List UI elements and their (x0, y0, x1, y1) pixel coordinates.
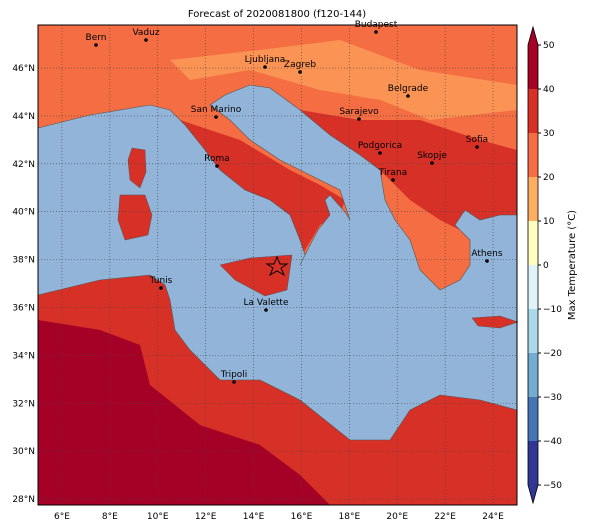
colorbar-tick-label: −10 (543, 305, 562, 315)
y-tick-label: 40°N (12, 208, 35, 218)
sicily (219, 254, 293, 297)
city-dot (232, 380, 236, 384)
city-label: Tunis (149, 276, 173, 286)
x-tick-label: 14°E (243, 512, 265, 522)
colorbar-band (528, 133, 538, 177)
y-tick-label: 42°N (12, 160, 35, 170)
city-dot (263, 65, 267, 69)
colorbar-tick-label: 30 (543, 129, 555, 139)
y-tick-label: 34°N (12, 351, 35, 361)
colorbar-tick-label: 20 (543, 173, 555, 183)
city-dot (406, 94, 410, 98)
y-tick-label: 44°N (12, 112, 35, 122)
colorbar-tick-label: 50 (543, 41, 555, 51)
city-label: Bern (86, 33, 107, 43)
city-dot (298, 70, 302, 74)
x-tick-label: 24°E (482, 512, 504, 522)
city-label: Sarajevo (339, 107, 379, 117)
x-tick-label: 6°E (54, 512, 70, 522)
title: Forecast of 2020081800 (f120-144) (188, 9, 366, 20)
city-label: Tripoli (220, 370, 248, 380)
city-dot (391, 178, 395, 182)
city-dot (378, 151, 382, 155)
x-tick-label: 20°E (386, 512, 408, 522)
city-label: Vaduz (132, 28, 159, 38)
city-dot (94, 43, 98, 47)
city-label: Athens (471, 249, 502, 259)
y-tick-label: 38°N (12, 256, 35, 266)
colorbar-band (528, 265, 538, 309)
city-label: Sofia (466, 135, 488, 145)
colorbar-extend-top (528, 27, 538, 45)
africa-hot (38, 320, 330, 505)
colorbar-band (528, 45, 538, 89)
colorbar-tick-label: −30 (543, 393, 562, 403)
x-tick-label: 12°E (195, 512, 217, 522)
colorbar-tick-label: −20 (543, 349, 562, 359)
colorbar-tick-label: −40 (543, 437, 562, 447)
cool-region (170, 40, 517, 120)
colorbar-band (528, 397, 538, 441)
city-dot (357, 117, 361, 121)
italy-hot (180, 120, 345, 265)
y-tick-label: 32°N (12, 399, 35, 409)
map-frame (37, 24, 518, 506)
x-tick-label: 8°E (102, 512, 118, 522)
x-tick-label: 22°E (434, 512, 456, 522)
city-dot (374, 30, 378, 34)
colorbar: −50 −40 −30 −20 −10 0 10 20 30 40 50 (527, 25, 562, 505)
city-label: Podgorica (358, 141, 402, 151)
colorbar-band (528, 441, 538, 485)
colorbar-band (528, 353, 538, 397)
grid (38, 25, 517, 505)
balkans-hot (300, 110, 517, 240)
colorbar-band (528, 89, 538, 133)
city-dot (485, 259, 489, 263)
colorbar-band (528, 221, 538, 265)
colorbar-tick-label: 0 (543, 261, 549, 271)
colorbar-band (528, 309, 538, 353)
city-label: Belgrade (388, 84, 429, 94)
city-dot (475, 145, 479, 149)
x-tick-label: 18°E (339, 512, 361, 522)
y-tick-label: 36°N (12, 303, 35, 313)
city-dot (264, 308, 268, 312)
city-dot (144, 38, 148, 42)
city-label: Zagreb (284, 60, 316, 70)
city-label: San Marino (191, 105, 242, 115)
y-tick-label: 46°N (12, 64, 35, 74)
colorbar-tick-label: 40 (543, 85, 555, 95)
city-label: Ljubljana (245, 55, 286, 65)
city-dot (430, 161, 434, 165)
colorbar-tick-label: 10 (543, 217, 555, 227)
city-dot (159, 286, 163, 290)
y-tick-label: 28°N (12, 495, 35, 505)
map (37, 25, 519, 505)
city-label: Skopje (417, 151, 447, 161)
city-dot (214, 115, 218, 119)
city-dot (215, 164, 219, 168)
star-marker (265, 255, 289, 277)
city-label: Roma (204, 154, 230, 164)
crete (471, 315, 519, 329)
x-tick-label: 16°E (291, 512, 313, 522)
corsica (127, 147, 147, 189)
city-label: Tirana (378, 168, 407, 178)
y-tick-label: 30°N (12, 447, 35, 457)
sardinia (117, 194, 153, 241)
colorbar-tick-label: −50 (543, 481, 562, 491)
colorbar-extend-bottom (528, 485, 538, 503)
colorbar-label: Max Temperature (°C) (567, 210, 578, 320)
city-label: Budapest (355, 20, 398, 30)
city-label: La Valette (244, 298, 289, 308)
x-tick-label: 10°E (147, 512, 169, 522)
colorbar-band (528, 177, 538, 221)
